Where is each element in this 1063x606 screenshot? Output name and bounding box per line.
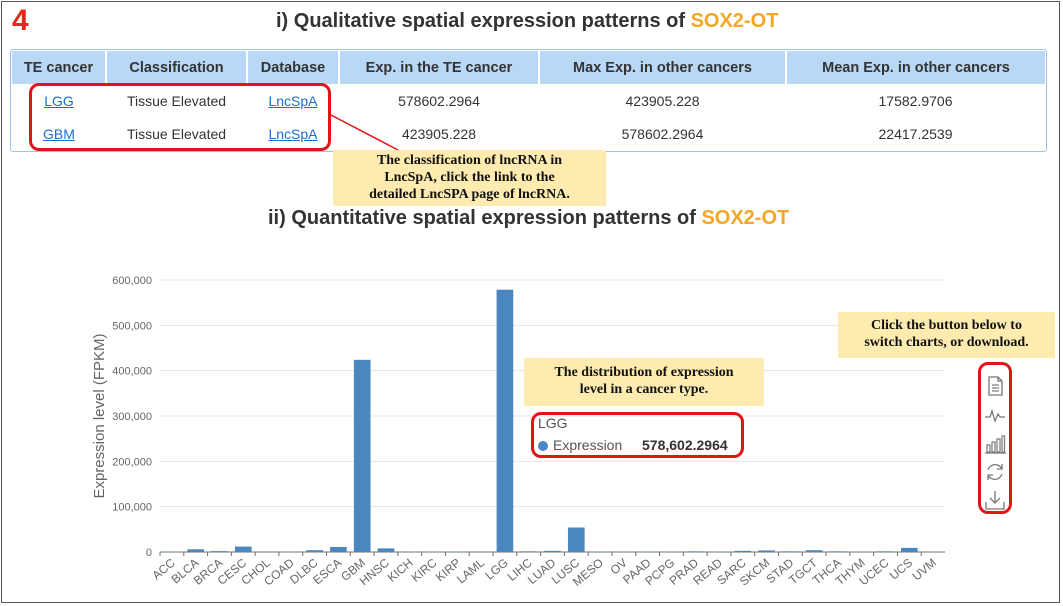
bar — [234, 546, 252, 552]
y-tick-label: 100,000 — [112, 502, 152, 514]
column-header-max-exp: Max Exp. in other cancers — [539, 51, 787, 84]
note-line: LncSpA, click the link to the — [384, 170, 555, 185]
highlight-box-classification — [29, 83, 331, 151]
column-header-exp-te: Exp. in the TE cancer — [339, 51, 540, 84]
expression-table: TE cancer Classification Database Exp. i… — [12, 51, 1045, 150]
classification-cell: Tissue Elevated — [126, 125, 227, 142]
bar — [567, 527, 585, 552]
database-cell: LncSpA — [247, 117, 339, 150]
bar — [686, 551, 704, 552]
exp-te-cell: 578602.2964 — [398, 92, 480, 109]
y-tick-label: 400,000 — [112, 366, 152, 378]
bar — [900, 547, 918, 552]
bar — [187, 549, 205, 552]
tooltip-category: LGG — [538, 415, 568, 431]
cancer-link[interactable]: GBM — [43, 125, 75, 142]
bar — [377, 548, 395, 552]
gene-name: SOX2-OT — [690, 10, 779, 32]
table-row: LGG Tissue Elevated LncSpA 578602.2964 4… — [12, 84, 1045, 117]
table-row: GBM Tissue Elevated LncSpA 423905.228 57… — [12, 117, 1045, 150]
bar — [782, 551, 799, 552]
database-cell: LncSpA — [247, 84, 339, 117]
y-tick-label: 300,000 — [112, 411, 152, 423]
x-tick-label: KIRC — [409, 555, 440, 584]
gene-name: SOX2-OT — [701, 207, 790, 229]
mean-exp-cell: 22417.2539 — [878, 125, 953, 142]
bar — [496, 289, 514, 552]
bar — [211, 551, 228, 552]
database-link[interactable]: LncSpA — [268, 125, 318, 142]
data-view-icon[interactable] — [983, 374, 1007, 398]
max-exp-cell: 578602.2964 — [621, 125, 704, 142]
exp-te-cell: 423905.228 — [402, 125, 476, 142]
x-tick-label: KICH — [385, 556, 416, 585]
chart-toolbox — [978, 362, 1012, 514]
section-title-quantitative: ii) Quantitative spatial expression patt… — [268, 207, 789, 230]
note-classification: The classification of lncRNA in LncSpA, … — [333, 150, 606, 206]
cancer-cell: GBM — [12, 117, 106, 150]
x-tick-label: UCS — [887, 556, 915, 583]
bar — [734, 550, 752, 552]
note-line: detailed LncSPA page of lncRNA. — [369, 187, 570, 202]
note-line: The distribution of expression — [554, 365, 734, 380]
tooltip-series-dot — [538, 441, 548, 451]
bar — [330, 547, 347, 552]
note-line: The classification of lncRNA in — [376, 153, 563, 168]
section-title-prefix: i) Qualitative spatial expression patter… — [276, 10, 691, 32]
y-tick-label: 200,000 — [112, 456, 152, 468]
column-header-mean-exp: Mean Exp. in other cancers — [786, 51, 1045, 84]
note-toolbox: Click the button below to switch charts,… — [838, 312, 1055, 358]
bar — [306, 550, 323, 552]
column-header-database: Database — [247, 51, 340, 84]
column-header-te-cancer: TE cancer — [12, 51, 107, 84]
column-header-classification: Classification — [106, 51, 248, 84]
bar-chart-icon[interactable] — [983, 432, 1007, 456]
classification-cell: Tissue Elevated — [126, 92, 227, 109]
bar — [520, 551, 538, 552]
bar — [544, 550, 561, 552]
tooltip-series-name: Expression — [553, 437, 623, 453]
section-title-prefix: ii) Quantitative spatial expression patt… — [268, 207, 702, 229]
x-tick-label: UVM — [910, 556, 939, 584]
note-line: Click the button below to — [871, 318, 1022, 333]
restore-icon[interactable] — [983, 460, 1007, 484]
database-link[interactable]: LncSpA — [268, 92, 318, 109]
tooltip-value: 578,602.2964 — [642, 437, 728, 453]
bar — [758, 550, 775, 552]
note-line: level in a cancer type. — [579, 382, 709, 397]
table-header-row: TE cancer Classification Database Exp. i… — [12, 51, 1045, 84]
bar — [829, 551, 847, 552]
y-tick-label: 500,000 — [112, 320, 152, 332]
section-title-qualitative: i) Qualitative spatial expression patter… — [276, 10, 778, 33]
max-exp-cell: 423905.228 — [625, 92, 700, 109]
download-icon[interactable] — [983, 488, 1007, 512]
y-tick-label: 600,000 — [112, 275, 152, 287]
line-chart-icon[interactable] — [983, 403, 1007, 427]
toolbox-highlight — [978, 362, 1012, 514]
note-line: switch charts, or download. — [864, 335, 1029, 350]
note-distribution: The distribution of expression level in … — [524, 358, 764, 406]
mean-exp-cell: 17582.9706 — [878, 92, 953, 109]
y-tick-label: 0 — [146, 547, 152, 559]
bar — [353, 359, 371, 552]
step-number: 4 — [12, 4, 29, 37]
cancer-link[interactable]: LGG — [44, 92, 74, 109]
bar — [805, 550, 823, 552]
cancer-cell: LGG — [12, 84, 106, 117]
y-axis-label: Expression level (FPKM) — [91, 333, 108, 498]
x-tick-label: LGG — [482, 556, 510, 583]
bar — [877, 551, 894, 552]
tooltip-box — [531, 412, 744, 458]
